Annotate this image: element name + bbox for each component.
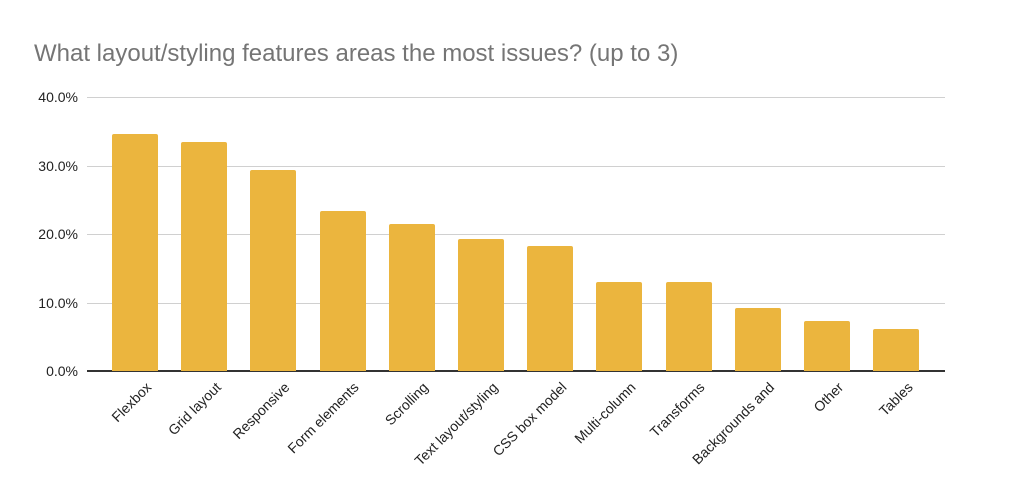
x-tick-label: CSS box model [489,379,570,460]
x-tick-label: Other [810,379,847,416]
bar[interactable] [873,329,920,371]
bar[interactable] [319,210,366,371]
gridline [87,234,945,235]
x-tick-label: Responsive [229,379,293,443]
bar[interactable] [804,320,850,371]
bar[interactable] [458,239,504,371]
y-tick-label: 0.0% [46,363,78,379]
bar[interactable] [112,133,158,371]
bar[interactable] [388,223,435,371]
bar[interactable] [596,281,643,371]
x-tick-label: Scrolling [381,379,432,429]
gridline [87,302,945,304]
bar[interactable] [527,245,574,371]
plot-area [87,97,945,372]
x-tick-label: Tables [875,379,916,419]
x-axis-line [87,370,945,372]
gridline [87,97,945,98]
gridline [87,165,945,167]
y-tick-label: 40.0% [38,89,78,105]
y-tick-label: 10.0% [38,294,78,311]
y-tick-label: 30.0% [38,157,78,174]
bar[interactable] [734,307,781,371]
bar[interactable] [250,169,297,371]
chart-title: What layout/styling features areas the m… [34,40,679,67]
x-tick-label: Multi-column [571,379,639,447]
x-tick-label: Transforms [646,379,708,441]
x-tick-label: Flexbox [108,379,155,425]
x-tick-label: Grid layout [164,379,224,439]
bar[interactable] [665,281,712,371]
x-tick-label: Form elements [284,379,362,457]
y-tick-label: 20.0% [38,226,78,242]
bar[interactable] [181,141,228,371]
